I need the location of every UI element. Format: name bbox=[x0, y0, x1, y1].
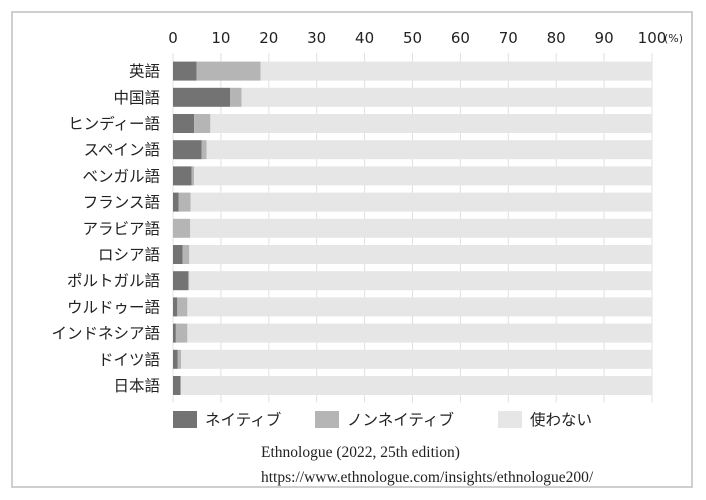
x-tick-label: 20 bbox=[259, 29, 278, 47]
x-tick-label: 100 bbox=[638, 29, 667, 47]
bar-segment bbox=[173, 166, 192, 186]
bar-segment bbox=[173, 61, 197, 81]
bar-segment bbox=[230, 87, 242, 107]
bar-segment bbox=[173, 297, 178, 317]
bar-segment bbox=[187, 297, 652, 317]
legend-label: ネイティブ bbox=[205, 410, 281, 429]
bar-segment bbox=[188, 271, 190, 291]
bar-segment bbox=[177, 349, 182, 369]
category-label: インドネシア語 bbox=[51, 325, 160, 343]
bar-segment bbox=[206, 140, 652, 160]
bar-segment bbox=[182, 245, 190, 264]
legend-swatch bbox=[498, 411, 522, 428]
bar-segment bbox=[173, 192, 179, 212]
bar-segment bbox=[173, 271, 189, 291]
category-label: ポルトガル語 bbox=[67, 272, 160, 290]
category-label: アラビア語 bbox=[82, 220, 160, 238]
bar-segment bbox=[173, 245, 183, 264]
category-label: ウルドゥー語 bbox=[67, 298, 160, 316]
bar-segment bbox=[196, 61, 261, 81]
x-tick-label: 50 bbox=[403, 29, 422, 47]
bar-segment bbox=[178, 192, 191, 212]
bar-segment bbox=[194, 166, 653, 186]
bar-segment bbox=[175, 323, 188, 343]
x-unit-label: (%) bbox=[664, 32, 683, 45]
category-label: ヒンディー語 bbox=[68, 114, 160, 133]
x-tick-label: 10 bbox=[211, 29, 230, 47]
category-label: スペイン語 bbox=[84, 141, 160, 159]
legend-swatch bbox=[173, 411, 197, 428]
bar-segment bbox=[210, 114, 652, 133]
x-tick-label: 30 bbox=[307, 29, 326, 47]
bar-segment bbox=[180, 376, 652, 395]
x-tick-label: 90 bbox=[595, 29, 614, 47]
category-label: ドイツ語 bbox=[98, 351, 160, 369]
bar-segment bbox=[187, 323, 652, 343]
bar-segment bbox=[194, 114, 211, 133]
legend-label: ノンネイティブ bbox=[347, 410, 454, 429]
bar-segment bbox=[260, 61, 652, 81]
chart-frame: 0 10 20 30 40 50 60 70 80 90 100 (%) 英語中国語ヒンディー語スペイン… bbox=[11, 11, 693, 488]
legend-label: 使わない bbox=[530, 411, 592, 429]
bar-segment bbox=[181, 349, 652, 369]
category-label: フランス語 bbox=[83, 194, 160, 212]
bar-segment bbox=[173, 376, 181, 395]
x-tick-label: 80 bbox=[547, 29, 566, 47]
bar-segment bbox=[173, 323, 176, 343]
bar-segment bbox=[201, 140, 207, 160]
bar-segment bbox=[173, 140, 202, 160]
x-tick-label: 60 bbox=[451, 29, 470, 47]
bar-segment bbox=[190, 192, 652, 212]
category-label: 中国語 bbox=[113, 89, 160, 107]
bar-segment bbox=[241, 87, 652, 107]
bar-segment bbox=[190, 218, 652, 238]
category-label: ロシア語 bbox=[98, 246, 160, 264]
bar-segment bbox=[189, 245, 652, 264]
bar-segment bbox=[191, 166, 195, 186]
x-tick-label: 70 bbox=[499, 29, 518, 47]
stacked-bar-chart: 0 10 20 30 40 50 60 70 80 90 100(%) 英語中国語ヒンディー語スペイン… bbox=[51, 29, 683, 429]
source-url: https://www.ethnologue.com/insights/ethn… bbox=[261, 469, 594, 486]
bar-segment bbox=[173, 218, 191, 238]
bar-segment bbox=[173, 87, 231, 107]
category-label: 日本語 bbox=[113, 377, 160, 395]
bar-segment bbox=[173, 114, 195, 133]
legend-swatch bbox=[315, 411, 339, 428]
category-label: ベンガル語 bbox=[82, 167, 160, 185]
x-tick-label: 0 bbox=[168, 29, 178, 47]
bar-segment bbox=[173, 349, 178, 369]
bar-segment bbox=[177, 297, 188, 317]
x-tick-label: 40 bbox=[355, 29, 374, 47]
category-label: 英語 bbox=[129, 63, 160, 81]
bar-segment bbox=[189, 271, 652, 291]
source-citation: Ethnologue (2022, 25th edition) bbox=[261, 444, 460, 461]
